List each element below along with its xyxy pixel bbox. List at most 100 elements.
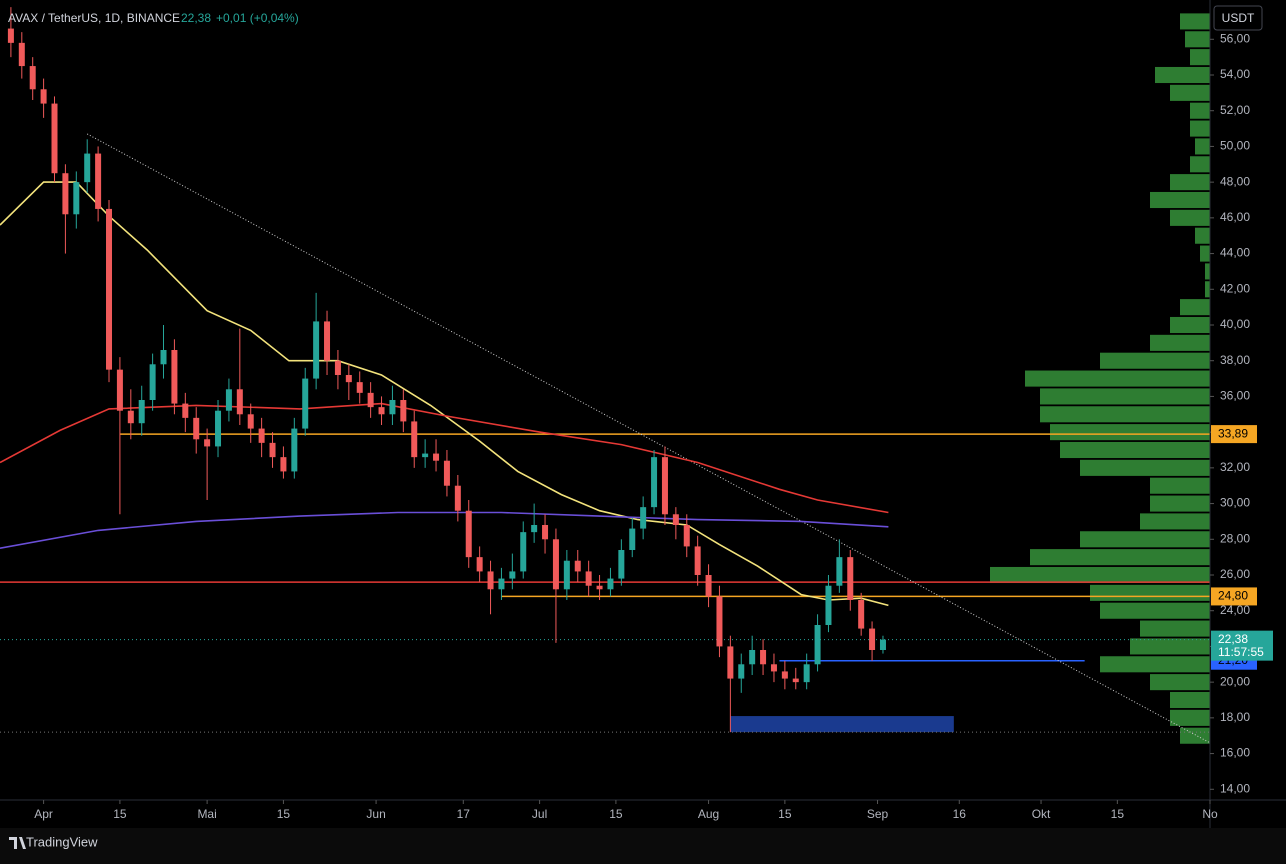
candle-body [345,375,352,383]
y-tick-label: 32,00 [1220,460,1250,474]
candle-body [520,532,527,572]
price-change: +0,01 (+0,04%) [216,11,299,25]
candle-body [847,557,854,600]
candle-body [443,460,450,486]
candle-body [476,557,483,572]
zone-box [730,716,954,733]
candle-body [738,664,745,679]
x-tick-label: 16 [953,807,967,821]
candle-body [749,650,756,665]
candle-body [814,625,821,665]
candle-body [487,571,494,590]
candle-body [258,428,265,443]
volume-profile-bar [1195,227,1210,244]
x-tick-label: 15 [1111,807,1125,821]
candle-body [661,457,668,515]
volume-profile-bar [1180,13,1210,30]
volume-profile-bar [1030,549,1210,566]
volume-profile-bar [1060,441,1210,459]
volume-profile-bar [1200,245,1210,262]
volume-profile-bar [1170,84,1210,101]
candle-body [858,600,865,629]
volume-profile-bar [1150,334,1210,351]
candle-body [640,507,647,529]
y-tick-label: 50,00 [1220,139,1250,153]
volume-profile-bar [1185,31,1210,48]
candle-body [182,403,189,418]
candle-body [781,671,788,679]
brand-logo [9,837,26,849]
candle-body [672,514,679,525]
candle-body [40,89,47,104]
candle-body [193,417,200,440]
volume-profile-bar [1180,299,1210,316]
candle-body [585,571,592,586]
candle-body [18,42,25,67]
candle-body [454,485,461,511]
y-tick-label: 46,00 [1220,210,1250,224]
candle-body [770,664,777,672]
candle-body [51,103,58,174]
y-tick-label: 36,00 [1220,389,1250,403]
volume-profile-bar [1170,316,1210,334]
x-tick-label: Aug [698,807,719,821]
x-tick-label: Mai [197,807,216,821]
candle-body [531,525,538,533]
volume-profile-bar [1170,174,1210,191]
y-tick-label: 38,00 [1220,353,1250,367]
candle-body [574,560,581,572]
volume-profile-bar [1150,674,1210,691]
candle-body [400,400,407,422]
volume-profile-bar [1190,49,1210,66]
candle-body [694,546,701,575]
candle-body [138,400,145,424]
x-tick-label: 15 [778,807,792,821]
footer [0,828,1286,864]
candle-body [247,414,254,429]
candle-body [127,410,134,424]
candle-body [552,539,559,590]
volume-profile-bar [1205,281,1210,298]
candle-body [411,421,418,458]
candle-body [62,173,69,215]
y-tick-label: 42,00 [1220,281,1250,295]
x-tick-label: Apr [34,807,53,821]
current-price: 22,38 [1218,632,1248,646]
x-tick-label: Okt [1032,807,1051,821]
candle-body [542,525,549,540]
y-tick-label: 48,00 [1220,174,1250,188]
price-label: 33,89 [1218,426,1248,440]
candle-body [727,646,734,679]
volume-profile-bar [1100,602,1210,619]
volume-profile-bar [1170,709,1210,726]
x-tick-label: 15 [113,807,127,821]
candle-body [596,585,603,590]
y-tick-label: 40,00 [1220,317,1250,331]
x-tick-label: No [1202,807,1218,821]
candle-body [73,182,80,215]
candle-body [149,364,156,400]
volume-profile-bar [1100,352,1210,369]
currency[interactable]: USDT [1222,11,1255,25]
candle-body [29,66,36,90]
candle-body [509,571,516,579]
candle-body [160,350,167,365]
candle-body [716,596,723,647]
candle-body [760,650,767,665]
candle-body [378,407,385,415]
candle-body [498,578,505,590]
candle-body [803,664,810,683]
candle-body [225,389,232,411]
countdown: 11:57:55 [1218,645,1264,659]
y-tick-label: 18,00 [1220,710,1250,724]
current-price-box [1211,630,1273,661]
volume-profile-bar [1025,370,1210,387]
volume-profile-bar [1150,495,1210,512]
currency-button[interactable] [1213,5,1263,31]
y-tick-label: 20,00 [1220,674,1250,688]
y-tick-label: 54,00 [1220,67,1250,81]
candle-body [84,153,91,183]
volume-profile-bar [1080,531,1210,548]
candle-body [367,392,374,408]
volume-profile-bar [1140,513,1210,530]
